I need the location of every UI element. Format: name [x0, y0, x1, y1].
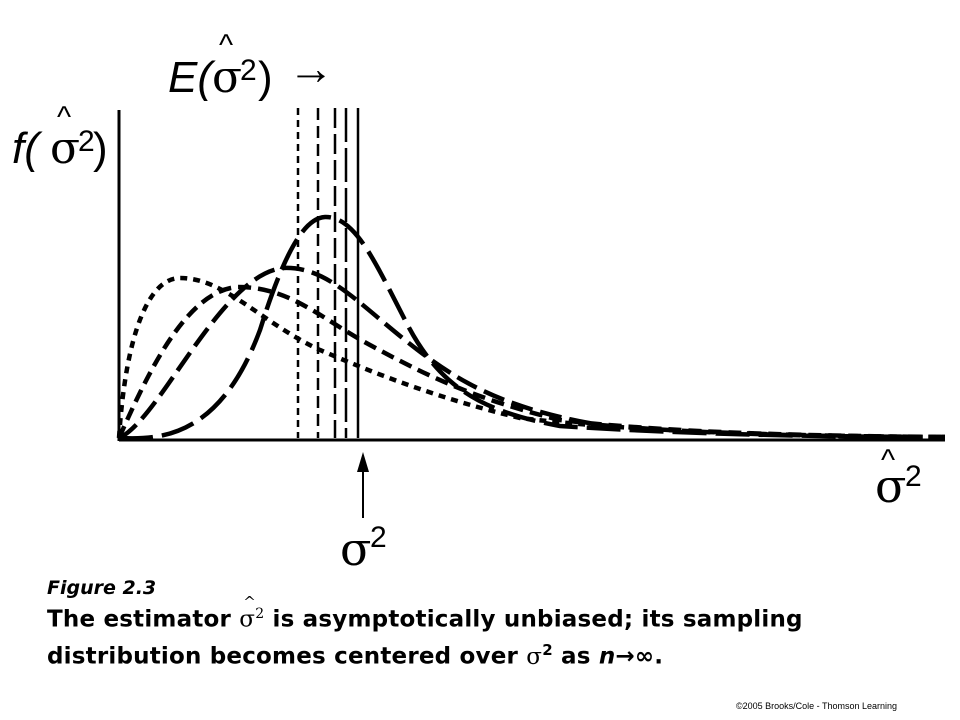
expected-value-label: E( σ ^ 2 ) → [168, 29, 334, 103]
title-symbol: σ [212, 52, 242, 103]
caption-sigma: σ [239, 606, 256, 633]
caption-line1-before: The estimator [47, 606, 240, 633]
title-exponent: 2 [240, 54, 257, 87]
caption-line2-exp: 2 [542, 641, 553, 659]
xlabel-exponent: 2 [905, 460, 922, 493]
density-curve-very-large-n [118, 214, 946, 441]
ylabel-suffix: ) [93, 124, 108, 173]
x-axis-label: σ ^ 2 [875, 444, 922, 513]
title-prefix: E( [168, 53, 216, 102]
caption-line-2: distribution becomes centered over σ2 as… [47, 641, 663, 670]
true-value-label: σ 2 [340, 521, 387, 576]
title-arrow-icon: → [288, 42, 334, 94]
ylabel-hat: ^ [57, 101, 71, 134]
density-curve-medium-n [116, 284, 946, 440]
caption-line2-middle: as [552, 643, 599, 670]
caption-estimator-symbol: ^ σ2 [239, 593, 265, 633]
arrow-up-icon [357, 452, 369, 472]
density-axis-label: f( σ ^ 2 ) [12, 101, 108, 174]
true-exponent: 2 [370, 521, 387, 554]
ylabel-symbol: σ [50, 123, 80, 174]
true-symbol: σ [340, 522, 371, 576]
caption-line1-after: is asymptotically unbiased; its sampling [264, 606, 803, 633]
xlabel-hat: ^ [881, 444, 895, 477]
caption-line2-arrow: → [615, 643, 635, 670]
ylabel-exponent: 2 [78, 125, 95, 158]
density-curve-small-n [116, 275, 946, 440]
xlabel-symbol: σ [875, 459, 906, 513]
caption-line2-n: n [598, 643, 616, 670]
caption-line2-sigma: σ [526, 643, 543, 670]
caption-sigma-exp: 2 [255, 606, 265, 622]
ylabel-prefix: f( [12, 124, 43, 173]
copyright-notice: ©2005 Brooks/Cole - Thomson Learning [736, 701, 898, 711]
caption-line2-before: distribution becomes centered over [47, 643, 527, 670]
caption-line-1: The estimator ^ σ2 is asymptotically unbi… [47, 593, 803, 633]
figure-label: Figure 2.3 [47, 577, 157, 599]
caption-line2-infinity: ∞. [634, 643, 664, 670]
title-hat: ^ [219, 29, 233, 62]
caption-hat: ^ [243, 593, 257, 611]
title-suffix: ) [258, 53, 273, 102]
